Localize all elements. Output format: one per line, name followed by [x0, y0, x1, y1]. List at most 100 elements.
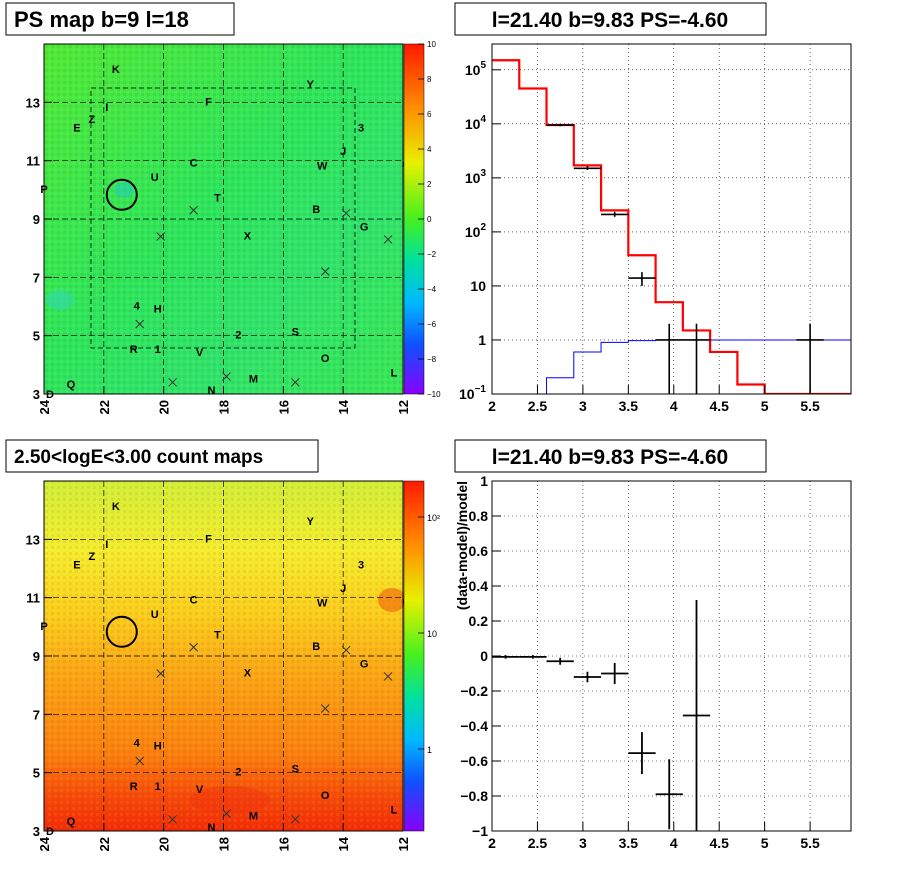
count-map-source-label: I: [105, 539, 108, 551]
residual-panel: 2 2.5 3 3.5 4 4.5 5 5.5 1 0.8 0.6 0.4 0.2 0 −0.2 −0.4 −0…: [454, 439, 852, 851]
count-map-colorbar-ticks: 10² 10 1: [418, 513, 440, 755]
spectrum-y-tick-label: 10−1: [459, 384, 486, 402]
ps-map-x-tick-label: 18: [217, 400, 232, 414]
ps-map-source-marker: [222, 372, 231, 381]
ps-map-y-tick-label: 9: [33, 212, 40, 227]
ps-map-source-label: S: [292, 327, 299, 339]
ps-map-source-label: U: [151, 172, 159, 184]
ps-map-y-tick-label: 11: [26, 154, 40, 169]
count-map-source-label: C: [190, 595, 198, 607]
count-map-x-tick-label: 18: [217, 837, 232, 851]
ps-map-source-marker-stroke: [189, 205, 198, 215]
ps-map-grid: [44, 44, 403, 394]
ps-map-source-label: X: [244, 230, 252, 242]
count-map-source-marker: [156, 669, 166, 678]
count-map-source-label: E: [73, 560, 80, 572]
residual-y-axis-label: (data-model)/model: [454, 481, 470, 610]
count-map-source-label: Z: [88, 551, 95, 563]
ps-map-source-label: K: [112, 64, 120, 76]
ps-colorbar-tick-label: −4: [427, 285, 437, 294]
count-map-y-tick-label: 7: [33, 707, 40, 722]
ps-map-source-label: I: [105, 102, 108, 114]
ps-map-source-label: G: [360, 222, 369, 234]
residual-plot: [492, 600, 711, 831]
count-map-y-tick-label: 5: [33, 766, 40, 781]
residual-point: [682, 600, 711, 831]
data-point: [546, 123, 574, 127]
ps-map-source-label: W: [317, 160, 328, 172]
count-map-source-marker: [222, 809, 231, 818]
spectrum-plot: [492, 59, 851, 394]
residual-y-tick-label: 0.6: [469, 543, 489, 559]
ps-map-y-tick-label: 3: [33, 387, 40, 402]
spectrum-title: l=21.40 b=9.83 PS=-4.60: [492, 9, 728, 32]
spectrum-x-tick-label: 4: [670, 398, 678, 414]
residual-y-tick-label: −0.4: [460, 718, 488, 734]
count-map-roi-circle: [105, 615, 138, 648]
residual-y-tick-label: 0: [480, 648, 488, 664]
ps-map-source-label: 3: [358, 123, 364, 135]
count-map-source-label: 4: [134, 737, 141, 749]
residual-x-tick-label: 2: [488, 835, 496, 851]
count-map-source-label: B: [312, 641, 320, 653]
count-map-source-marker: [320, 704, 330, 713]
count-colorbar-tick-label: 1: [427, 745, 432, 755]
residual-x-tick-label: 2.5: [528, 835, 548, 851]
residual-point: [628, 732, 656, 775]
spectrum-y-tick-label: 104: [465, 114, 487, 132]
ps-map-source-label: 1: [155, 344, 161, 356]
ps-colorbar-tick-label: −6: [427, 320, 437, 329]
count-map-x-tick-label: 14: [336, 836, 351, 851]
residual-y-tick-label: 0.8: [469, 508, 489, 524]
count-map-x-tick-label: 24: [37, 836, 52, 851]
ps-colorbar-tick-label: 6: [427, 110, 432, 119]
spectrum-y-tick-label: 102: [465, 222, 487, 240]
ps-colorbar-tick-label: −2: [427, 250, 437, 259]
count-map-source-marker-stroke: [135, 756, 145, 766]
ps-map-source-label: L: [391, 368, 398, 380]
ps-map-source-label: J: [340, 146, 346, 158]
count-map-source-label: V: [196, 784, 204, 796]
ps-map-source-marker-stroke: [383, 235, 393, 244]
ps-map-x-tick-label: 12: [396, 400, 411, 414]
spectrum-x-tick-label: 2: [488, 398, 496, 414]
ps-map-source-label: V: [196, 347, 204, 359]
ps-map-source-marker-stroke: [156, 232, 166, 241]
residual-y-tick-label: −1: [472, 823, 488, 839]
ps-colorbar-tick-label: 0: [427, 215, 432, 224]
ps-map-source-label: O: [321, 353, 330, 365]
count-map-y-tick-label: 13: [26, 532, 40, 547]
ps-map-x-tick-label: 14: [336, 399, 351, 414]
ps-map-corner-label: D: [46, 389, 54, 401]
count-map-title: 2.50<logE<3.00 count maps: [14, 447, 263, 468]
count-map-source-marker: [189, 642, 198, 652]
count-map-source-marker: [290, 814, 300, 824]
ps-map-source-marker: [320, 267, 330, 276]
residual-x-tick-label: 5.5: [800, 835, 820, 851]
ps-map-source-marker: [383, 235, 393, 244]
spectrum-y-tick-label: 105: [465, 60, 487, 78]
count-map-crosses: [135, 642, 393, 824]
ps-map-source-marker-stroke: [135, 319, 145, 329]
residual-y-tick-label: 0.2: [469, 613, 489, 629]
ps-map-x-tick-label: 22: [97, 400, 112, 414]
residual-y-tick-label: 0.4: [469, 578, 489, 594]
residual-x-tick-label: 5: [761, 835, 769, 851]
residual-point: [655, 759, 683, 830]
count-map-source-label: S: [292, 764, 299, 776]
residual-title: l=21.40 b=9.83 PS=-4.60: [492, 446, 728, 469]
data-point: [796, 323, 824, 394]
count-map-colorbar: [403, 480, 425, 832]
ps-map-source-label: R: [130, 344, 138, 356]
model-total-histogram: [492, 59, 851, 394]
ps-colorbar-tick-label: 10: [427, 40, 436, 49]
count-map-y-tick-label: 11: [26, 591, 40, 606]
count-map-source-label: Q: [67, 816, 76, 828]
count-map-y-tick-label: 3: [33, 824, 40, 839]
count-map-source-label: K: [112, 501, 120, 513]
count-map-source-marker: [341, 645, 351, 655]
count-map-source-label: 3: [358, 560, 364, 572]
